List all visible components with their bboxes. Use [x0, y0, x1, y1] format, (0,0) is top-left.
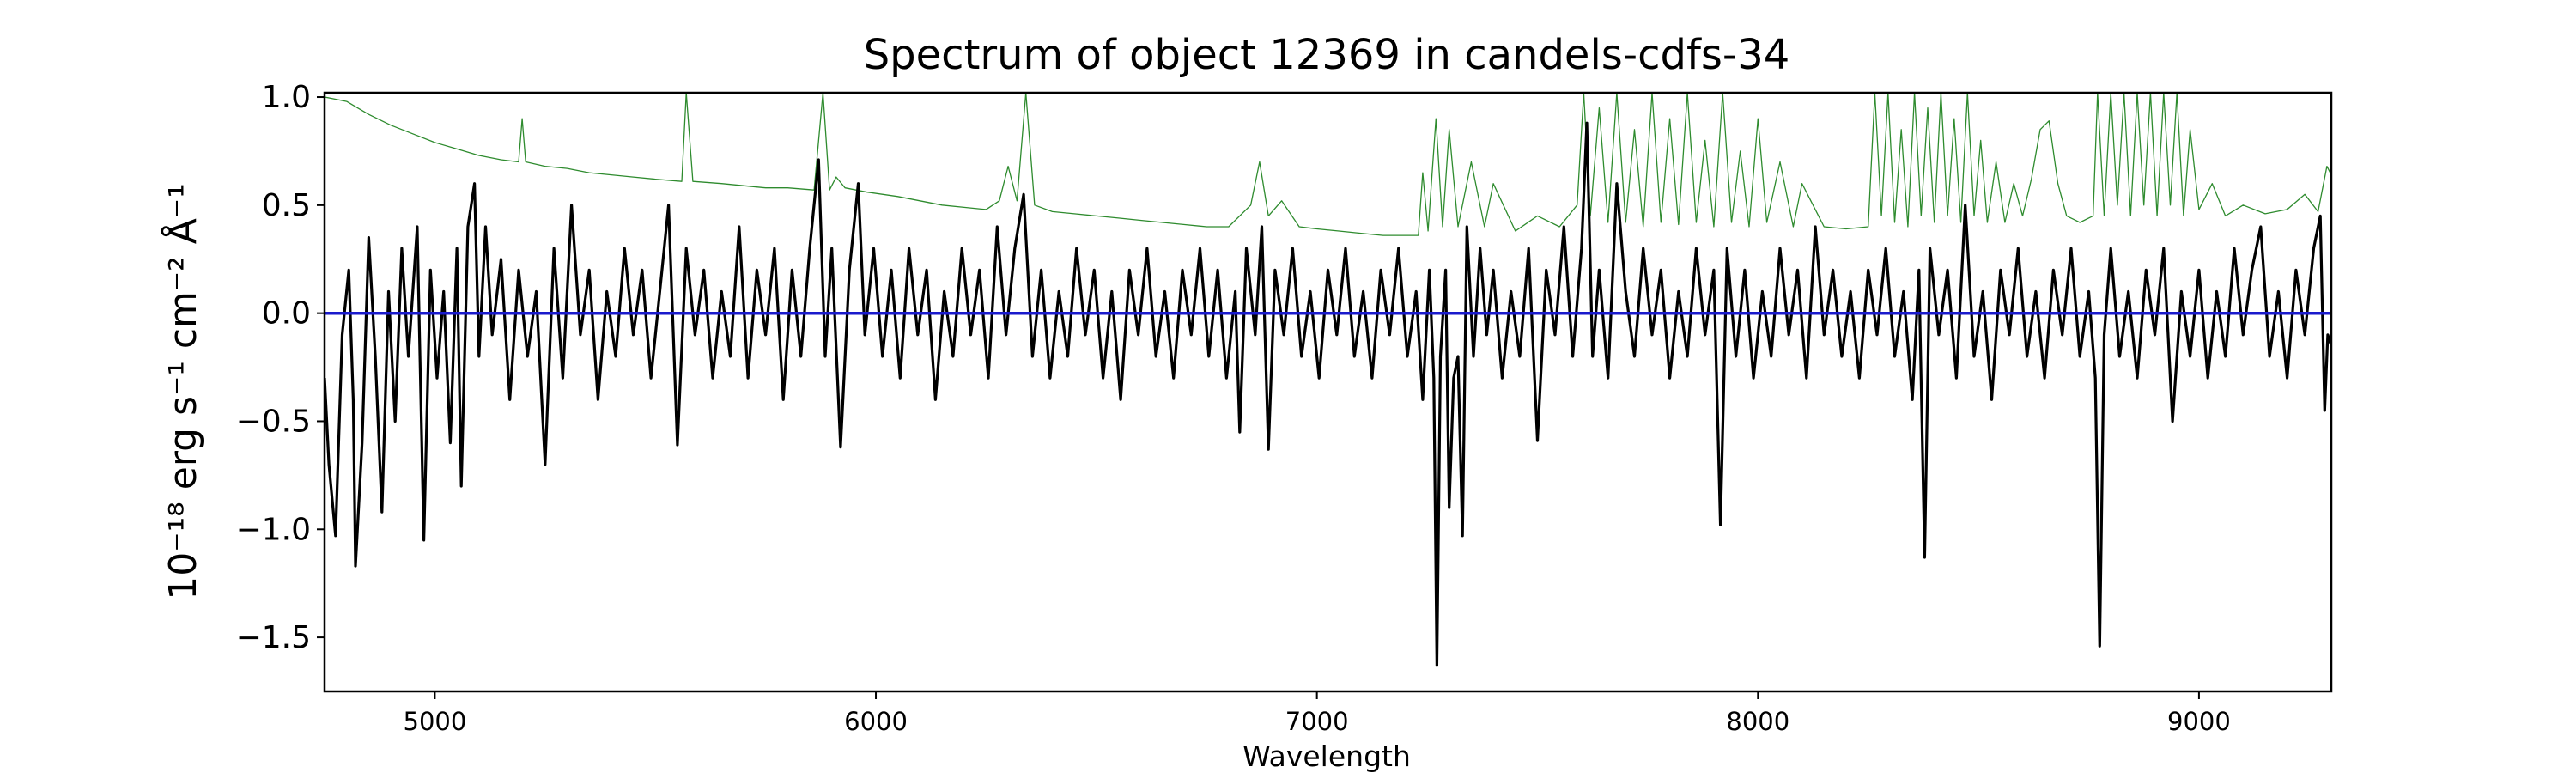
y-axis-label: 10⁻¹⁸ erg s⁻¹ cm⁻² Å⁻¹	[160, 183, 205, 600]
y-tick-label: 0.0	[262, 296, 311, 332]
x-axis-label: Wavelength	[1242, 740, 1411, 773]
y-tick-label: −1.0	[236, 512, 311, 547]
x-tick-label: 5000	[404, 707, 467, 736]
x-tick-label: 8000	[1726, 707, 1789, 736]
series-layer	[325, 93, 2331, 667]
y-tick-label: 0.5	[262, 188, 311, 223]
y-tick-label: 1.0	[262, 80, 311, 115]
flux-series-line	[325, 121, 2331, 667]
y-tick-label: −0.5	[236, 404, 311, 439]
chart-title: Spectrum of object 12369 in candels-cdfs…	[864, 31, 1790, 79]
y-axis: 1.0 0.5 0.0 −0.5 −1.0 −1.5	[236, 80, 325, 655]
x-tick-label: 9000	[2167, 707, 2231, 736]
plot-frame	[323, 91, 2333, 693]
x-tick-label: 6000	[844, 707, 908, 736]
x-tick-label: 7000	[1285, 707, 1349, 736]
x-axis: 5000 6000 7000 8000 9000	[404, 691, 2231, 736]
error-series-line	[325, 93, 2331, 236]
y-tick-label: −1.5	[236, 620, 311, 655]
